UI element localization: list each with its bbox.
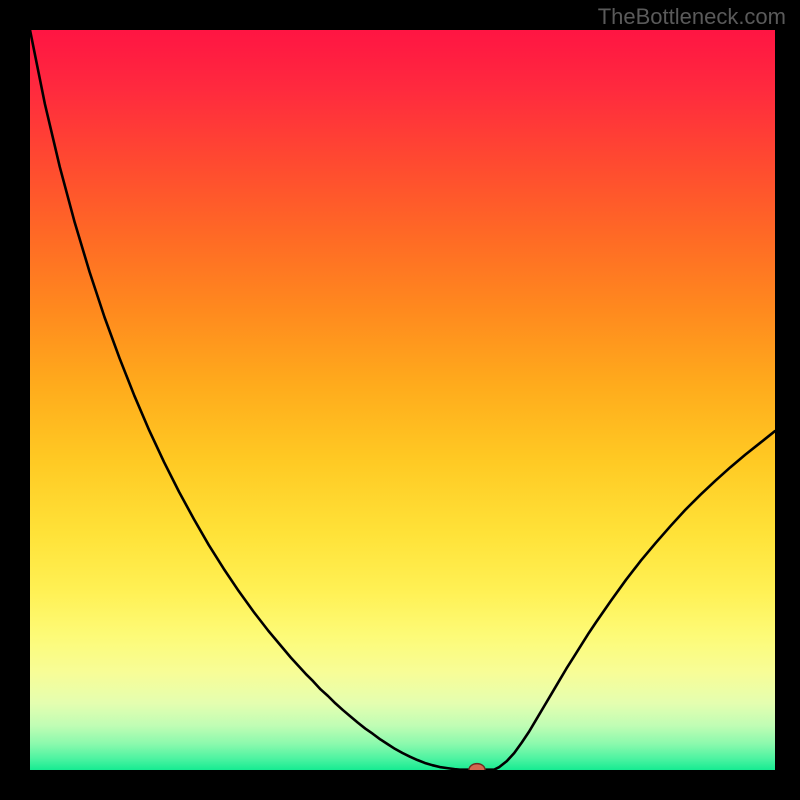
bottleneck-plot [30, 30, 775, 770]
canvas-frame: TheBottleneck.com [0, 0, 800, 800]
optimum-marker [469, 764, 485, 770]
plot-svg [30, 30, 775, 770]
watermark-text: TheBottleneck.com [598, 4, 786, 30]
gradient-background [30, 30, 775, 770]
